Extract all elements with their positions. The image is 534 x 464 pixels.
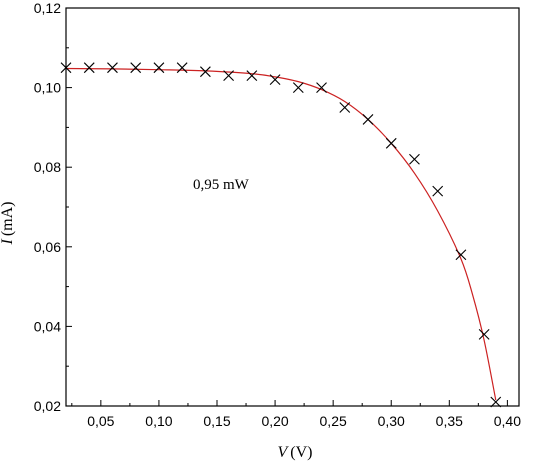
x-axis-label-var: V	[278, 444, 290, 461]
data-point-marker	[199, 66, 211, 78]
data-point-marker	[385, 137, 397, 149]
data-point-marker	[409, 153, 420, 165]
data-point-marker	[432, 185, 444, 197]
y-axis-label-unit: (mA)	[0, 202, 16, 237]
y-tick-label: 0,08	[34, 159, 61, 175]
x-tick-label: 0,40	[494, 413, 521, 429]
data-point-marker	[130, 62, 142, 74]
data-point-marker	[478, 328, 490, 340]
data-point-marker	[153, 62, 165, 74]
y-tick-label: 0,04	[34, 318, 61, 334]
data-point-marker	[362, 114, 374, 125]
data-point-marker	[83, 62, 95, 74]
fit-curve	[65, 67, 497, 401]
data-point-marker	[455, 249, 467, 261]
plot-area	[60, 62, 502, 408]
data-point-marker	[269, 74, 281, 86]
data-point-marker	[339, 102, 351, 113]
y-tick-label: 0,06	[34, 239, 61, 255]
x-axis-label: V (V)	[278, 444, 313, 461]
y-tick-label: 0,12	[34, 0, 61, 16]
data-point-marker	[176, 62, 188, 74]
power-annotation: 0,95 mW	[193, 177, 250, 193]
data-point-marker	[223, 70, 235, 82]
y-axis-label-var: I	[0, 238, 16, 245]
x-tick-label: 0,20	[261, 413, 288, 429]
x-tick-label: 0,35	[436, 413, 463, 429]
fit-curve-layer	[65, 67, 497, 401]
x-tick-label: 0,05	[87, 413, 114, 429]
x-tick-label: 0,15	[203, 413, 230, 429]
data-points-layer	[60, 62, 502, 408]
x-tick-label: 0,25	[320, 413, 347, 429]
x-axis-label-unit: (V)	[290, 444, 312, 461]
y-axis-label: I(mA)	[0, 202, 16, 246]
data-point-marker	[107, 62, 118, 74]
data-point-marker	[316, 82, 327, 93]
x-tick-label: 0,10	[145, 413, 172, 429]
x-tick-label: 0,30	[378, 413, 405, 429]
y-axis-ticks: 0,02 0,04 0,06 0,08 0,10 0,12	[34, 0, 72, 414]
data-point-marker	[246, 70, 258, 82]
y-tick-label: 0,10	[34, 80, 61, 96]
data-point-marker	[490, 396, 502, 408]
y-tick-label: 0,02	[34, 398, 61, 414]
x-axis-ticks: 0,05 0,10 0,15 0,20 0,25 0,30 0,35 0,40	[71, 400, 521, 429]
data-point-marker	[292, 82, 304, 93]
